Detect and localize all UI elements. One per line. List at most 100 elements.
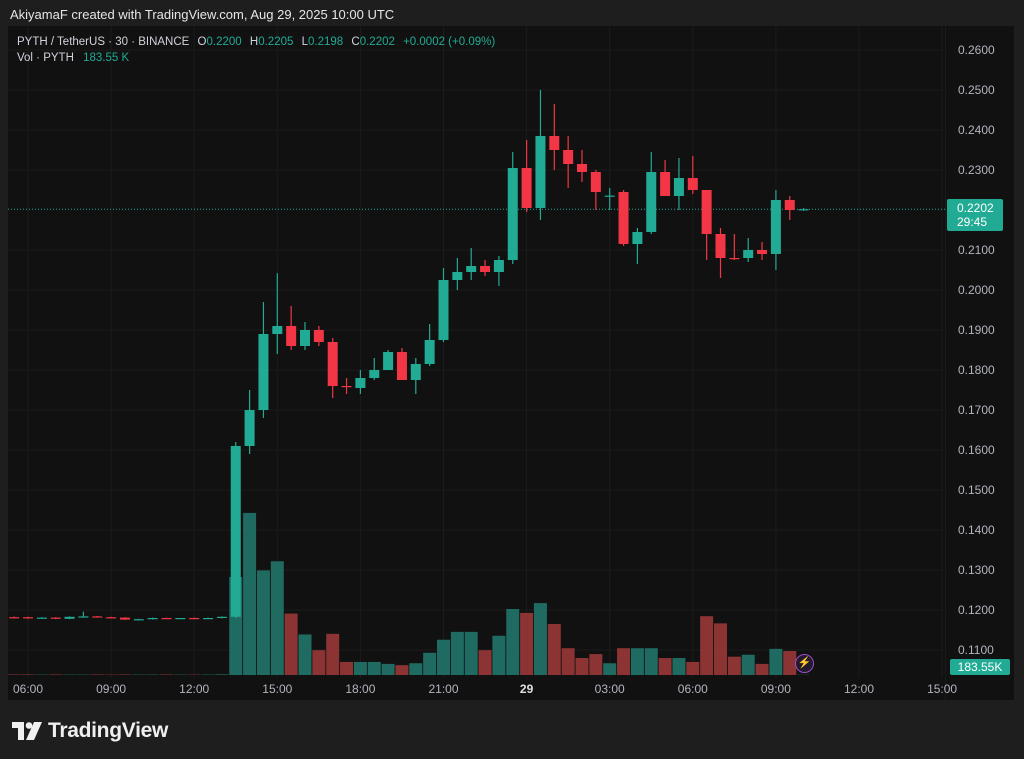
candle-down xyxy=(106,616,117,619)
candle-up xyxy=(216,616,227,619)
candle-down xyxy=(161,617,172,620)
candle-up xyxy=(632,228,643,264)
chart-panel[interactable] xyxy=(8,26,1014,700)
volume-bar xyxy=(547,624,561,675)
volume-bar xyxy=(340,661,354,675)
lightning-icon[interactable]: ⚡ xyxy=(795,654,814,673)
candle-body xyxy=(36,617,47,619)
candle-body xyxy=(590,172,601,192)
x-tick-label: 18:00 xyxy=(345,682,375,696)
volume-bar xyxy=(520,612,534,675)
grid xyxy=(8,26,945,678)
candle-body xyxy=(189,618,200,620)
candle-down xyxy=(549,104,560,170)
candle-body xyxy=(300,330,310,346)
candle-body xyxy=(23,617,33,619)
candle-down xyxy=(687,156,698,194)
volume-bar xyxy=(423,652,437,675)
candle-body xyxy=(327,342,338,386)
volume-row: Vol · PYTH 183.55 K xyxy=(17,50,495,66)
candle-body xyxy=(119,617,130,620)
volume-bar xyxy=(409,663,423,675)
x-tick-label: 03:00 xyxy=(595,682,625,696)
price-tag: 0.2202 29:45 xyxy=(947,199,1003,231)
candle-body xyxy=(646,172,657,232)
volume-bar xyxy=(644,648,658,675)
footer xyxy=(0,700,1024,759)
candle-down xyxy=(9,616,20,619)
candle-down xyxy=(784,196,795,220)
y-tick-label: 0.2300 xyxy=(958,163,995,177)
open-value: 0.2200 xyxy=(206,36,242,48)
volume-bar xyxy=(7,674,21,675)
volume-bar xyxy=(533,603,547,675)
volume-bar xyxy=(367,661,381,675)
candle-up xyxy=(300,322,310,350)
candle-down xyxy=(618,190,629,246)
candle-body xyxy=(729,258,740,260)
candle-body xyxy=(396,352,407,380)
candle-body xyxy=(9,617,20,619)
candle-body xyxy=(92,616,103,618)
y-tick-label: 0.1500 xyxy=(958,483,995,497)
candle-body xyxy=(175,618,186,620)
candle-up xyxy=(798,208,809,211)
candle-body xyxy=(784,200,795,210)
volume-bar xyxy=(437,639,450,675)
candle-body xyxy=(743,250,754,258)
candle-body xyxy=(161,618,172,620)
x-tick-label: 15:00 xyxy=(927,682,957,696)
candle-body xyxy=(701,190,712,234)
candle-down xyxy=(715,228,726,278)
x-tick-label: 12:00 xyxy=(179,682,209,696)
candle-body xyxy=(535,136,546,208)
candle-down xyxy=(286,306,297,350)
volume-bar xyxy=(49,674,63,675)
y-tick-label: 0.1100 xyxy=(958,643,994,657)
close-value: 0.2202 xyxy=(359,36,395,48)
x-tick-label: 21:00 xyxy=(428,682,458,696)
candle-down xyxy=(23,616,33,619)
candle-body xyxy=(563,150,574,164)
volume-bar xyxy=(90,674,104,675)
volume-bar xyxy=(561,648,575,675)
candle-down xyxy=(341,378,352,394)
candle-body xyxy=(715,234,726,258)
candle-up xyxy=(203,617,214,620)
volume-bar xyxy=(464,631,478,675)
tradingview-logo[interactable]: TradingView xyxy=(12,719,168,743)
candle-up xyxy=(507,152,518,264)
y-tick-label: 0.1900 xyxy=(958,323,995,337)
change-value: +0.0002 (+0.09%) xyxy=(403,36,496,48)
x-tick-label: 12:00 xyxy=(844,682,874,696)
candle-body xyxy=(383,352,394,370)
volume-bar xyxy=(256,570,270,675)
tradingview-logo-icon xyxy=(12,722,42,740)
candle-body xyxy=(757,250,768,254)
candle-up xyxy=(743,238,754,262)
volume-label[interactable]: Vol · PYTH xyxy=(17,52,74,64)
candle-down xyxy=(327,338,338,398)
candle-up xyxy=(770,190,781,270)
x-tick-label: 09:00 xyxy=(761,682,791,696)
candle-down xyxy=(701,190,712,260)
candle-down xyxy=(577,150,587,182)
candle-body xyxy=(64,616,75,619)
candle-body xyxy=(244,410,255,446)
volume-bar xyxy=(727,656,741,675)
candle-body xyxy=(466,266,477,272)
candle-body xyxy=(673,178,684,196)
symbol-label[interactable]: PYTH / TetherUS · 30 · BINANCE xyxy=(17,36,190,48)
low-value: 0.2198 xyxy=(308,36,344,48)
candle-body xyxy=(452,272,463,280)
volume-bar xyxy=(118,674,132,675)
volume-bar xyxy=(575,658,589,675)
candle-body xyxy=(78,616,89,618)
candle-body xyxy=(50,617,61,619)
volume-bar xyxy=(630,648,644,675)
candle-body xyxy=(203,618,214,620)
candle-body xyxy=(272,326,283,334)
candle-down xyxy=(396,348,407,380)
volume-bar xyxy=(700,616,714,675)
